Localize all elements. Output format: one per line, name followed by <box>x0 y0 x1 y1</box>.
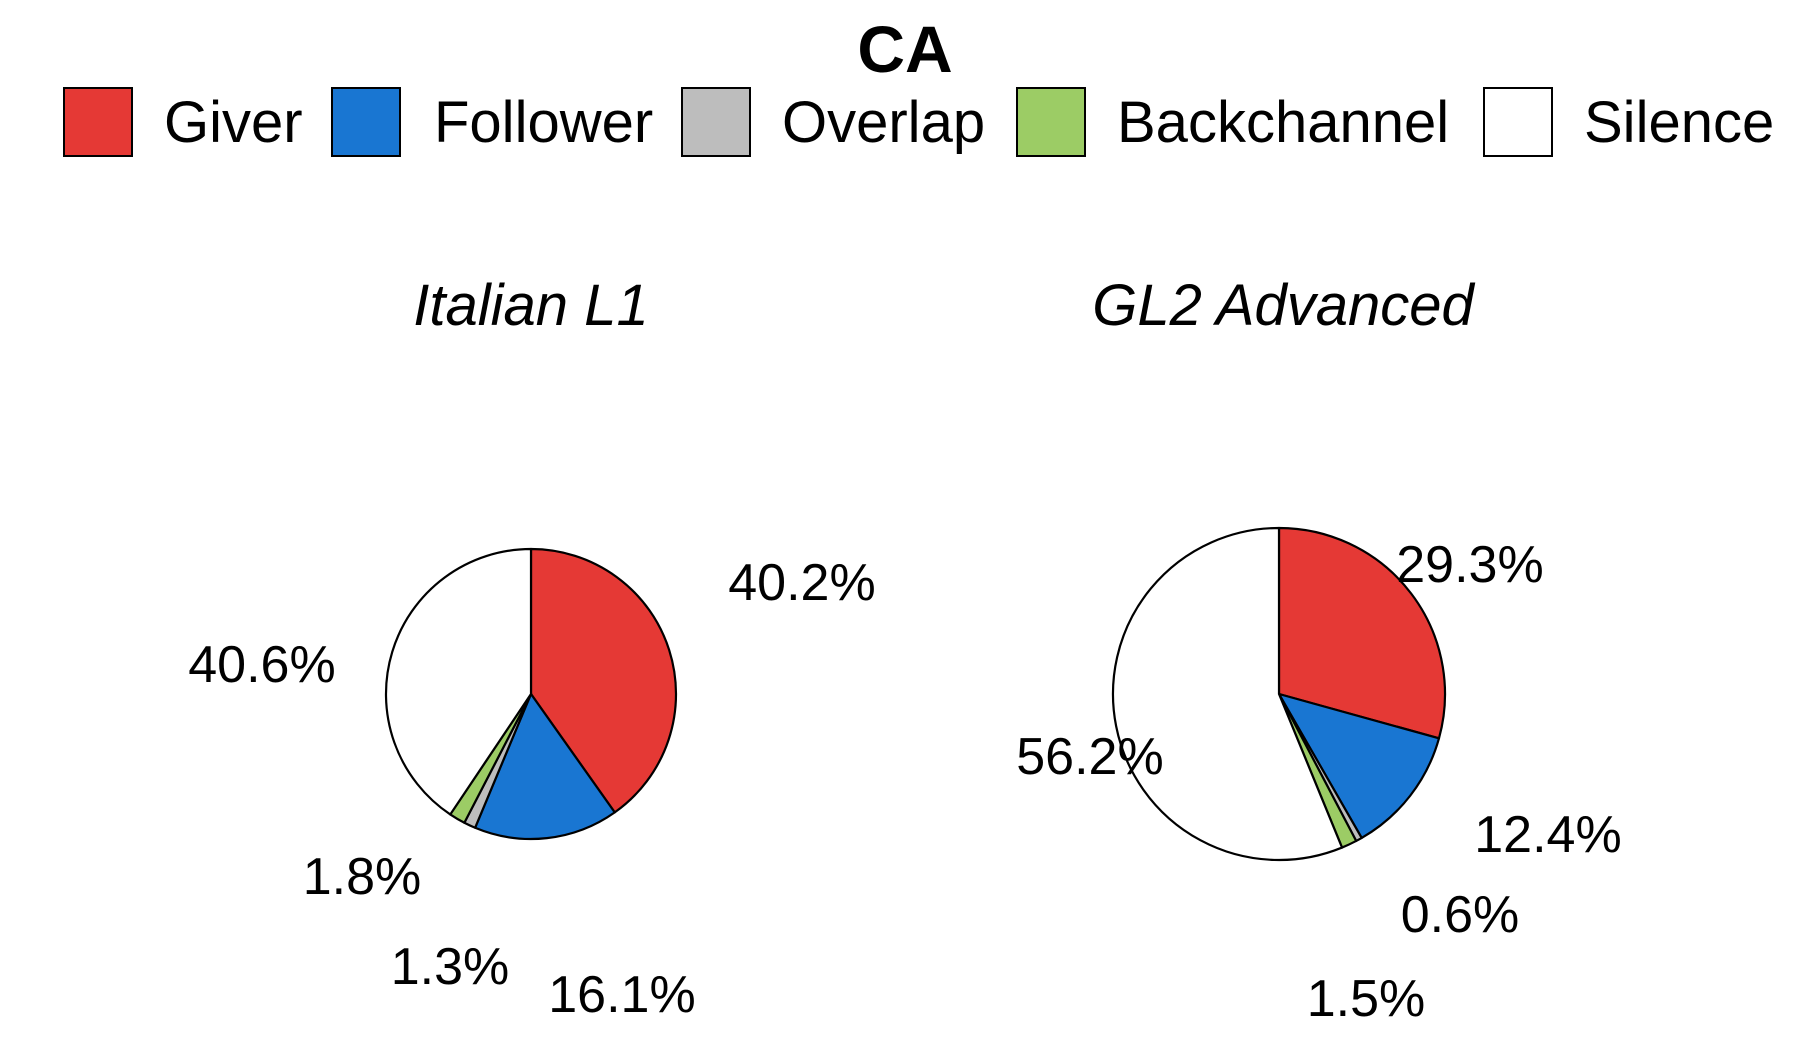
pie-panels: Italian L1 40.2% 16.1% 1.3% 1.8% 40.6% GL2 Adv… <box>188 273 1621 1028</box>
pie-panel-gl2-advanced: GL2 Advanced 29.3% 12.4% 0.6% 1.5% 56.2% <box>1016 273 1621 1028</box>
slice-label-silence: 40.6% <box>188 636 335 694</box>
slice-label-giver: 29.3% <box>1396 536 1543 594</box>
legend-swatch-follower <box>331 87 401 157</box>
legend-label-giver: Giver <box>164 90 303 155</box>
panel-title: Italian L1 <box>413 273 648 338</box>
legend-swatch-overlap <box>681 87 751 157</box>
legend-swatch-giver <box>63 87 133 157</box>
legend-label-overlap: Overlap <box>782 90 985 155</box>
slice-label-overlap: 0.6% <box>1401 886 1520 944</box>
legend-item-silence: Silence <box>1483 87 1774 157</box>
legend-swatch-silence <box>1483 87 1553 157</box>
chart-title: CA <box>857 12 952 86</box>
legend-item-follower: Follower <box>331 87 653 157</box>
legend-label-backchannel: Backchannel <box>1117 90 1449 155</box>
panel-title: GL2 Advanced <box>1092 273 1475 338</box>
pie-slice-silence <box>1111 526 1344 862</box>
legend-swatch-backchannel <box>1016 87 1086 157</box>
pie-slice-follower <box>473 692 616 841</box>
pie-slice-silence <box>384 547 533 816</box>
legend-label-follower: Follower <box>434 90 653 155</box>
slice-label-backchannel: 1.5% <box>1307 970 1426 1028</box>
slice-label-silence: 56.2% <box>1016 728 1163 786</box>
slice-label-backchannel: 1.8% <box>303 848 422 906</box>
legend-label-silence: Silence <box>1584 90 1774 155</box>
legend-item-giver: Giver <box>63 87 303 157</box>
slice-label-follower: 12.4% <box>1474 806 1621 864</box>
legend-item-backchannel: Backchannel <box>1016 87 1449 157</box>
slice-label-follower: 16.1% <box>548 966 695 1024</box>
slice-label-giver: 40.2% <box>728 554 875 612</box>
legend: Giver Follower Overlap Backchannel Silence <box>63 87 1774 157</box>
pie-panel-italian-l1: Italian L1 40.2% 16.1% 1.3% 1.8% 40.6% <box>188 273 875 1024</box>
pie-slice-follower <box>1277 692 1441 840</box>
pie-slice-giver <box>529 547 678 814</box>
pie-slice-giver <box>1277 526 1447 740</box>
slice-label-overlap: 1.3% <box>391 938 510 996</box>
legend-item-overlap: Overlap <box>681 87 985 157</box>
